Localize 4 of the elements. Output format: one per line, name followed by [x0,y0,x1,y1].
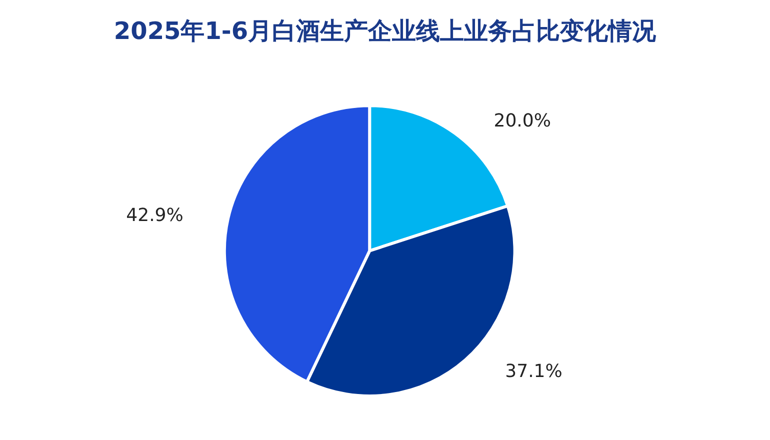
chart-title: 2025年1-6月白酒生产企业线上业务占比变化情况 [114,17,658,45]
data-label: 42.9% [126,204,184,226]
data-label: 20.0% [494,110,551,132]
data-label: 37.1% [505,360,562,382]
